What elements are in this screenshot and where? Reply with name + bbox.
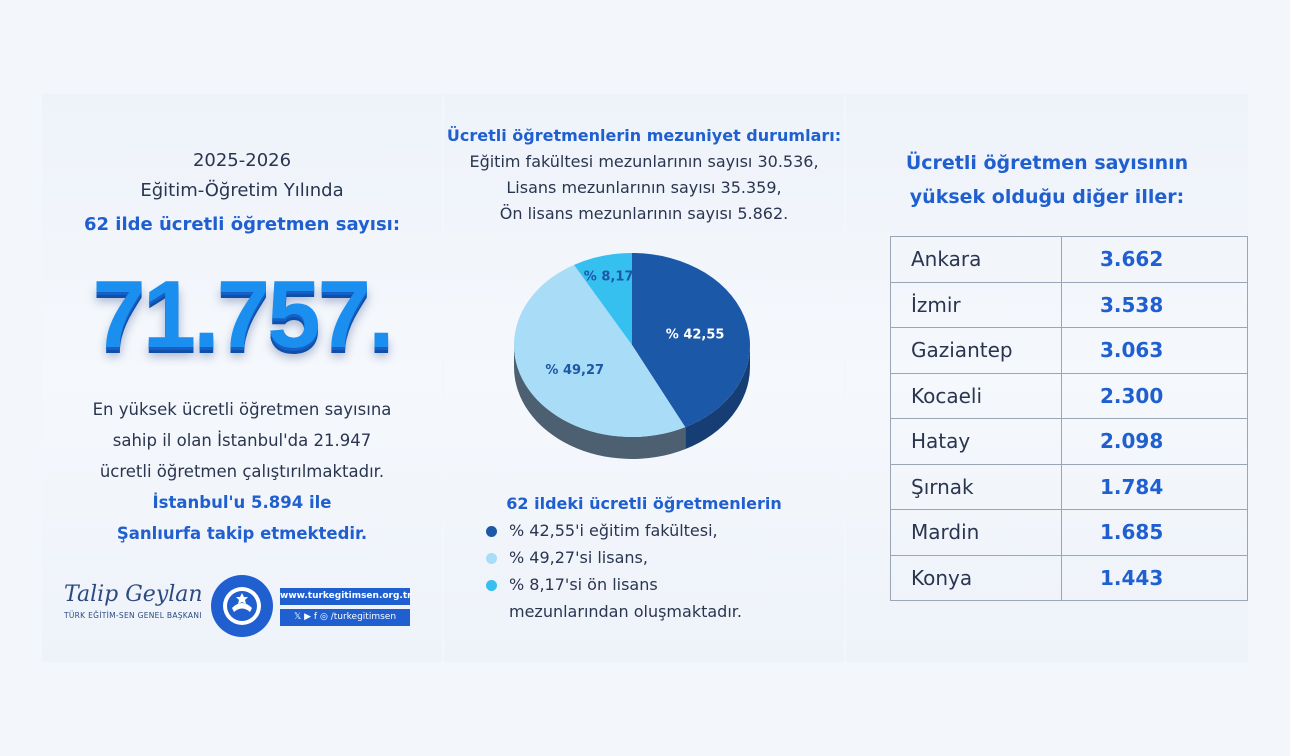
pie-slice-1: [514, 264, 686, 437]
pie-slice-2: [574, 253, 632, 345]
legend-item: % 8,17'si ön lisans: [486, 575, 658, 594]
social-handle-text: /turkegitimsen: [330, 612, 397, 622]
table-row: Kocaeli 2.300: [890, 372, 1249, 419]
description-line: ücretli öğretmen çalıştırılmaktadır.: [99, 462, 385, 481]
other-provinces-title: Ücretli öğretmen sayısının: [905, 152, 1189, 174]
signature-block: Talip Geylan TÜRK EĞİTİM-SEN GENEL BAŞKA…: [64, 582, 232, 620]
pie-label-2: % 8,17: [584, 270, 634, 285]
province-teacher-count: 3.662: [1060, 236, 1249, 283]
legend-dot-bachelor: [486, 553, 497, 564]
legend-item: % 49,27'si lisans,: [486, 548, 648, 567]
pie-slice-0: [632, 253, 750, 428]
x-icon[interactable]: 𝕏: [293, 612, 302, 622]
union-seal-logo: [211, 575, 273, 637]
left-panel: 2025-2026 Eğitim-Öğretim Yılında 62 ilde…: [42, 94, 442, 662]
province-name: Konya: [890, 554, 1062, 601]
table-row: Hatay 2.098: [890, 418, 1249, 465]
graduation-pie-chart: % 42,55 % 49,27 % 8,17: [514, 253, 750, 459]
province-table: Ankara 3.662 İzmir 3.538 Gaziantep 3.063 Kocae…: [890, 236, 1249, 601]
facebook-icon[interactable]: f: [313, 612, 318, 622]
legend-title: 62 ildeki ücretli öğretmenlerin: [506, 494, 782, 513]
social-handle[interactable]: 𝕏 ▶ f ◎ /turkegitimsen: [280, 609, 410, 626]
right-panel: Ücretli öğretmen sayısının yüksek olduğu…: [846, 94, 1249, 662]
highlight-line: Şanlıurfa takip etmektedir.: [116, 524, 368, 543]
graduation-line: Lisans mezunlarının sayısı 35.359,: [506, 178, 782, 197]
table-row: Ankara 3.662: [890, 236, 1249, 283]
graduation-status-title: Ücretli öğretmenlerin mezuniyet durumlar…: [446, 126, 842, 145]
province-teacher-count: 3.538: [1060, 281, 1249, 328]
legend-continuation: mezunlarından oluşmaktadır.: [509, 602, 742, 621]
pie-side-0: [685, 345, 750, 450]
website-link[interactable]: www.turkegitimsen.org.tr: [280, 588, 412, 605]
table-row: Konya 1.443: [890, 554, 1249, 601]
table-row: Gaziantep 3.063: [890, 327, 1249, 374]
province-name: Hatay: [890, 418, 1062, 465]
youtube-icon[interactable]: ▶: [304, 612, 312, 622]
year-range: 2025-2026: [192, 150, 292, 171]
table-row: İzmir 3.538: [890, 281, 1249, 328]
instagram-icon[interactable]: ◎: [319, 612, 328, 622]
teacher-count-subtitle: 62 ilde ücretli öğretmen sayısı:: [83, 214, 401, 235]
legend-dot-education: [486, 526, 497, 537]
table-row: Şırnak 1.784: [890, 463, 1249, 510]
pie-label-1: % 49,27: [545, 363, 604, 378]
province-name: Gaziantep: [890, 327, 1062, 374]
pie-label-0: % 42,55: [666, 327, 725, 342]
legend-item: % 42,55'i eğitim fakültesi,: [486, 521, 718, 540]
province-name: Mardin: [890, 509, 1062, 556]
province-teacher-count: 2.300: [1060, 372, 1249, 419]
academic-year-title: Eğitim-Öğretim Yılında: [140, 180, 344, 201]
province-teacher-count: 1.784: [1060, 463, 1249, 510]
pie-side-1: [514, 345, 686, 459]
province-teacher-count: 3.063: [1060, 327, 1249, 374]
graduation-line: Eğitim fakültesi mezunlarının sayısı 30.…: [469, 152, 819, 171]
province-name: Şırnak: [890, 463, 1062, 510]
other-provinces-title-line2: yüksek olduğu diğer iller:: [909, 186, 1185, 208]
total-teacher-count: 71.757.: [92, 261, 394, 368]
middle-panel: Ücretli öğretmenlerin mezuniyet durumlar…: [444, 94, 844, 662]
signature-role: TÜRK EĞİTİM-SEN GENEL BAŞKANI: [64, 611, 202, 620]
description-line: En yüksek ücretli öğretmen sayısına: [92, 400, 392, 419]
province-name: İzmir: [890, 281, 1062, 328]
highlight-line: İstanbul'u 5.894 ile: [152, 493, 332, 512]
table-row: Mardin 1.685: [890, 509, 1249, 556]
signature-name: Talip Geylan: [64, 582, 203, 607]
province-teacher-count: 2.098: [1060, 418, 1249, 465]
description-line: sahip il olan İstanbul'da 21.947: [112, 431, 372, 450]
graduation-line: Ön lisans mezunlarının sayısı 5.862.: [499, 204, 789, 223]
province-name: Kocaeli: [890, 372, 1062, 419]
legend-dot-associate: [486, 580, 497, 591]
province-teacher-count: 1.685: [1060, 509, 1249, 556]
province-name: Ankara: [890, 236, 1062, 283]
province-teacher-count: 1.443: [1060, 554, 1249, 601]
